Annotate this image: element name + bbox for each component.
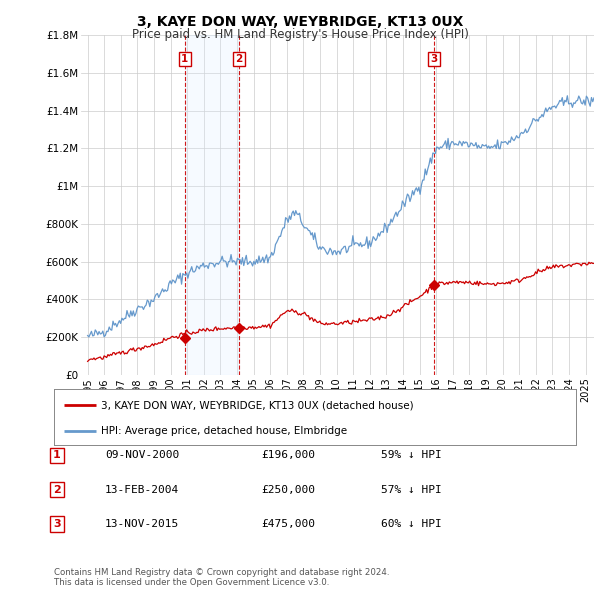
Text: 13-FEB-2004: 13-FEB-2004: [105, 485, 179, 494]
Text: 2: 2: [53, 485, 61, 494]
Text: 59% ↓ HPI: 59% ↓ HPI: [381, 451, 442, 460]
Text: 3, KAYE DON WAY, WEYBRIDGE, KT13 0UX (detached house): 3, KAYE DON WAY, WEYBRIDGE, KT13 0UX (de…: [101, 400, 413, 410]
Text: Contains HM Land Registry data © Crown copyright and database right 2024.
This d: Contains HM Land Registry data © Crown c…: [54, 568, 389, 587]
Text: 09-NOV-2000: 09-NOV-2000: [105, 451, 179, 460]
Text: Price paid vs. HM Land Registry's House Price Index (HPI): Price paid vs. HM Land Registry's House …: [131, 28, 469, 41]
Text: 57% ↓ HPI: 57% ↓ HPI: [381, 485, 442, 494]
Text: £475,000: £475,000: [261, 519, 315, 529]
Text: 13-NOV-2015: 13-NOV-2015: [105, 519, 179, 529]
Text: £196,000: £196,000: [261, 451, 315, 460]
Text: HPI: Average price, detached house, Elmbridge: HPI: Average price, detached house, Elmb…: [101, 427, 347, 437]
Bar: [185, 35, 239, 375]
Text: 3: 3: [430, 54, 438, 64]
Text: 1: 1: [181, 54, 188, 64]
Text: 3: 3: [53, 519, 61, 529]
Text: 1: 1: [53, 451, 61, 460]
Text: 3, KAYE DON WAY, WEYBRIDGE, KT13 0UX: 3, KAYE DON WAY, WEYBRIDGE, KT13 0UX: [137, 15, 463, 29]
Text: 60% ↓ HPI: 60% ↓ HPI: [381, 519, 442, 529]
Text: £250,000: £250,000: [261, 485, 315, 494]
Text: 2: 2: [235, 54, 242, 64]
